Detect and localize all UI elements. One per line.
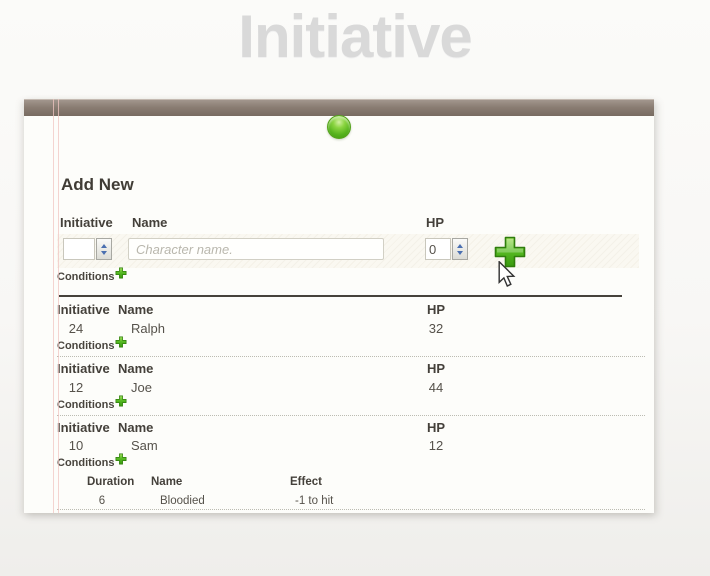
margin-line: [53, 99, 54, 513]
add-conditions: Conditions: [57, 267, 127, 283]
row-col-initiative: Initiative: [57, 420, 110, 435]
add-condition-button[interactable]: [115, 453, 127, 465]
row-name-value: Sam: [131, 438, 158, 453]
row-initiative-value: 24: [68, 321, 84, 336]
conditions-label: Conditions: [57, 399, 115, 411]
row-hp-value: 12: [428, 438, 444, 453]
plus-icon: [494, 236, 526, 268]
cond-duration-value: 6: [98, 495, 106, 507]
margin-line: [58, 99, 59, 513]
initiative-stepper-buttons[interactable]: [96, 238, 112, 260]
add-condition-button[interactable]: [115, 395, 127, 407]
add-condition-button[interactable]: [115, 336, 127, 348]
row-divider: [57, 356, 645, 357]
row-col-initiative: Initiative: [57, 302, 110, 317]
row-conditions: Conditions: [57, 336, 127, 352]
row-divider: [57, 415, 645, 416]
row-hp-value: 32: [428, 321, 444, 336]
spinner-up-icon[interactable]: [101, 243, 107, 248]
row-col-initiative: Initiative: [57, 361, 110, 376]
hp-input[interactable]: [425, 238, 451, 260]
conditions-label: Conditions: [57, 271, 115, 283]
spinner-down-icon[interactable]: [457, 250, 463, 255]
panel-bottom-divider: [57, 509, 645, 510]
cond-col-duration: Duration: [87, 476, 135, 488]
mouse-cursor: [498, 261, 516, 287]
conditions-label: Conditions: [57, 340, 115, 352]
row-conditions: Conditions: [57, 453, 127, 469]
initiative-input[interactable]: [63, 238, 95, 260]
add-condition-button[interactable]: [115, 267, 127, 279]
section-divider: [59, 295, 622, 297]
row-initiative-value: 10: [68, 438, 84, 453]
status-orb-icon[interactable]: [327, 115, 351, 139]
hp-stepper-buttons[interactable]: [452, 238, 468, 260]
plus-icon: [115, 336, 127, 348]
tracker-panel: Add New Initiative Name HP Conditions: [24, 99, 654, 513]
row-col-hp: HP: [427, 302, 446, 317]
page-title: Initiative: [238, 3, 472, 70]
add-character-button[interactable]: [492, 235, 528, 269]
row-col-hp: HP: [427, 361, 446, 376]
initiative-stepper: [63, 238, 112, 260]
form-col-hp: HP: [426, 215, 445, 230]
row-col-name: Name: [118, 302, 154, 317]
row-initiative-value: 12: [68, 380, 84, 395]
form-col-name: Name: [132, 215, 168, 230]
cond-name-value: Bloodied: [160, 495, 205, 507]
row-name-value: Ralph: [131, 321, 165, 336]
hp-stepper: [425, 238, 468, 260]
conditions-label: Conditions: [57, 457, 115, 469]
cond-effect-value: -1 to hit: [295, 495, 334, 507]
form-col-initiative: Initiative: [60, 215, 113, 230]
plus-icon: [115, 453, 127, 465]
row-conditions: Conditions: [57, 395, 127, 411]
character-name-input[interactable]: [128, 238, 384, 260]
row-col-hp: HP: [427, 420, 446, 435]
spinner-down-icon[interactable]: [101, 250, 107, 255]
plus-icon: [115, 395, 127, 407]
row-name-value: Joe: [131, 380, 152, 395]
spinner-up-icon[interactable]: [457, 243, 463, 248]
row-hp-value: 44: [428, 380, 444, 395]
cond-col-name: Name: [151, 476, 183, 488]
add-new-heading: Add New: [61, 175, 134, 194]
cond-col-effect: Effect: [290, 476, 322, 488]
row-col-name: Name: [118, 420, 154, 435]
panel-header-bar: [24, 99, 654, 116]
plus-icon: [115, 267, 127, 279]
row-col-name: Name: [118, 361, 154, 376]
